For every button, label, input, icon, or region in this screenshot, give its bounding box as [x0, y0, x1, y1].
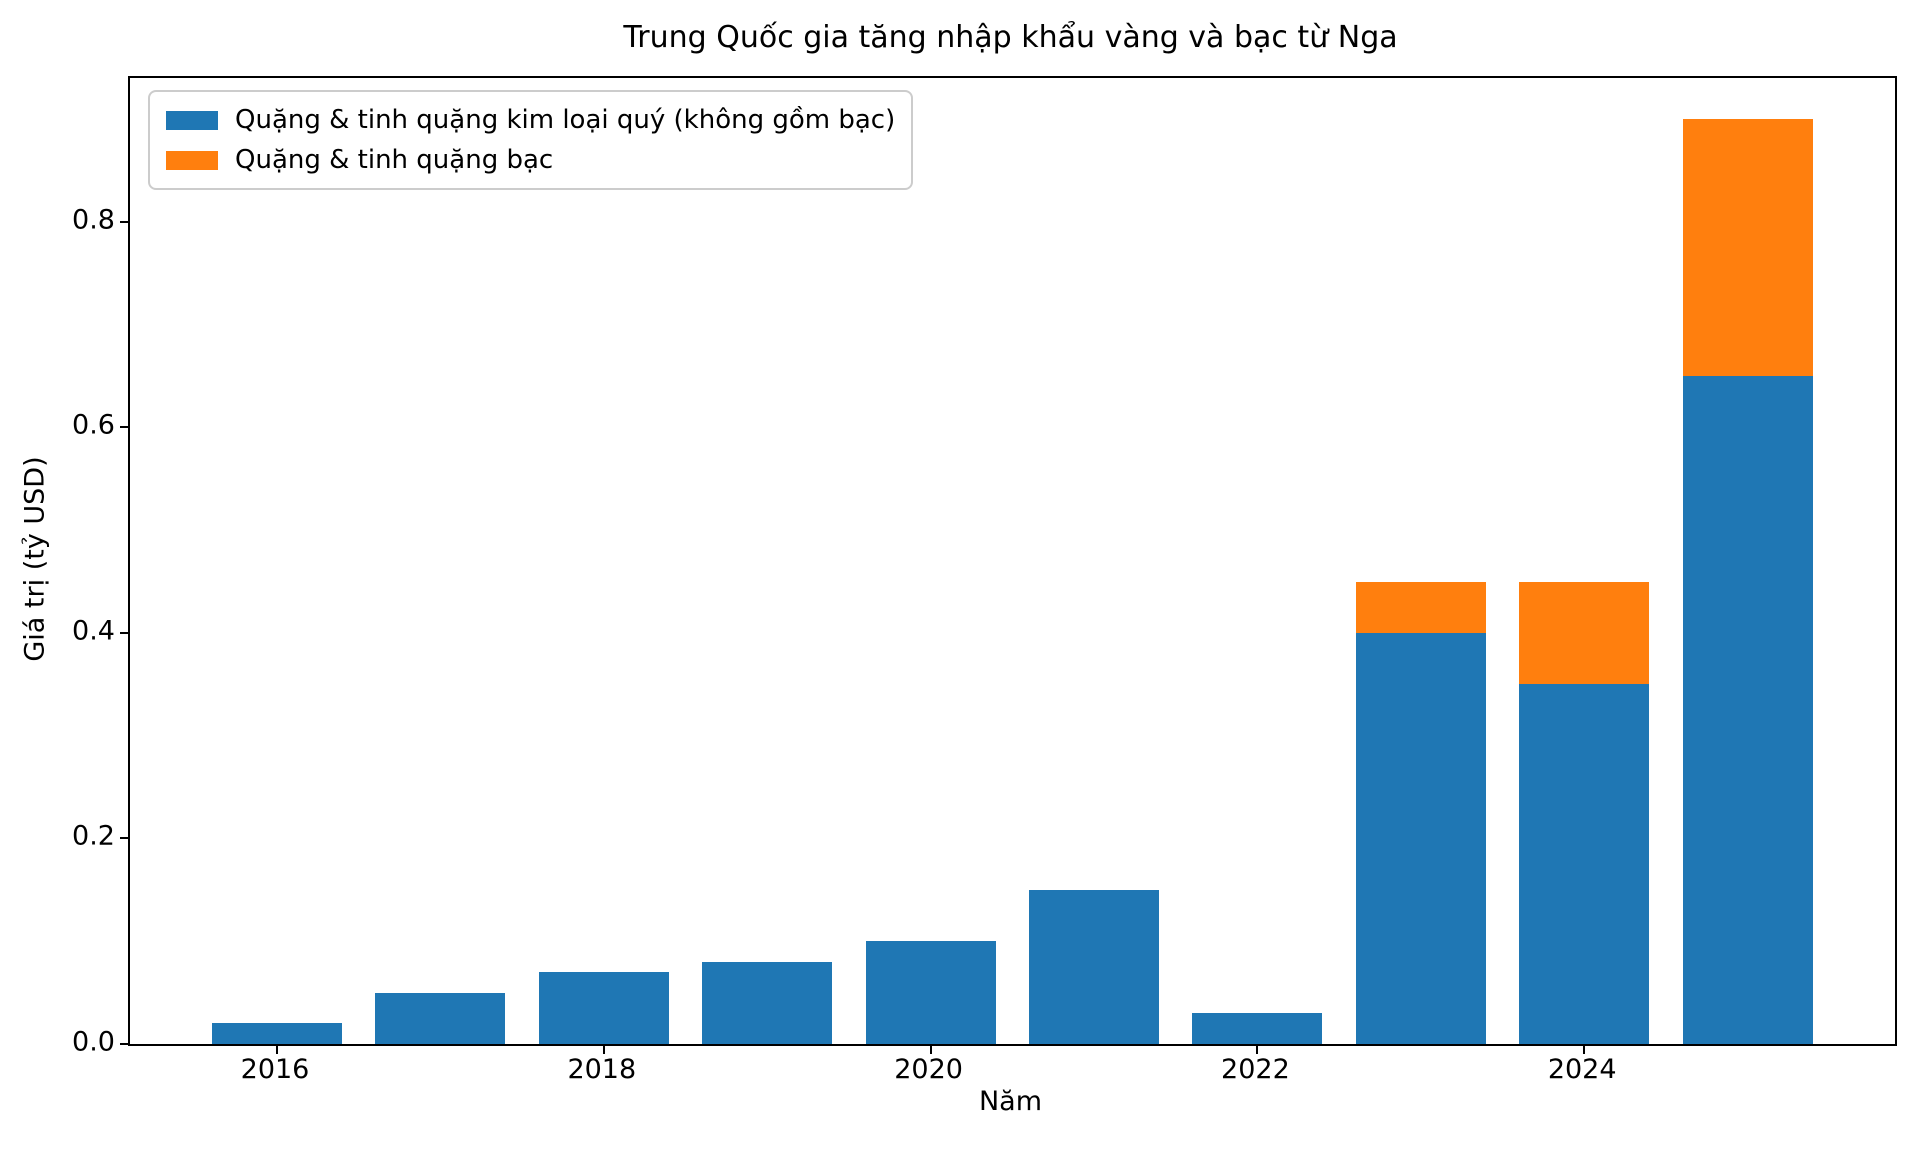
y-tick-label-0.8: 0.8 [72, 204, 115, 236]
bar-segment-2025 [1682, 376, 1813, 1044]
chart-title: Trung Quốc gia tăng nhập khẩu vàng và bạ… [623, 20, 1398, 55]
legend-swatch-icon [166, 110, 218, 130]
bar-segment-2023 [1355, 632, 1486, 1044]
x-tick-mark-2020 [929, 1044, 932, 1054]
bar-2021 [1029, 889, 1159, 1044]
bar-segment-2019 [702, 961, 833, 1044]
y-tick-label-0.4: 0.4 [72, 615, 115, 647]
legend-label-0: Quặng & tinh quặng kim loại quý (không g… [235, 105, 896, 135]
bar-segment-2025 [1682, 119, 1813, 377]
legend: Quặng & tinh quặng kim loại quý (không g… [148, 90, 914, 190]
bar-segment-2024 [1519, 684, 1650, 1044]
bar-2020 [865, 941, 996, 1044]
bar-segment-2021 [1029, 889, 1159, 1044]
y-tick-mark-0.2 [120, 837, 130, 840]
y-tick-label-0.2: 0.2 [72, 820, 115, 852]
x-tick-label-2018: 2018 [567, 1054, 637, 1085]
legend-swatch-icon [166, 150, 218, 170]
bar-segment-2023 [1355, 581, 1486, 633]
y-tick-mark-0.8 [120, 220, 130, 223]
bar-segment-2024 [1519, 581, 1650, 685]
y-axis-label: Giá trị (tỷ USD) [19, 456, 51, 662]
x-tick-label-2024: 2024 [1547, 1054, 1617, 1085]
legend-label-1: Quặng & tinh quặng bạc [235, 145, 554, 175]
legend-row-0: Quặng & tinh quặng kim loại quý (không g… [166, 100, 895, 140]
bar-segment-2017 [375, 992, 506, 1044]
x-tick-mark-2016 [276, 1044, 278, 1054]
bar-2022 [1192, 1013, 1323, 1044]
legend-row-1: Quặng & tinh quặng bạc [166, 140, 895, 180]
bar-2025 [1682, 119, 1813, 1044]
plot-area: Quặng & tinh quặng kim loại quý (không g… [120, 76, 1897, 1054]
bar-2016 [212, 1023, 342, 1044]
y-tick-mark-0.4 [120, 631, 130, 634]
bar-segment-2020 [865, 941, 996, 1044]
y-tick-mark-0.6 [120, 426, 130, 429]
x-tick-mark-2022 [1256, 1044, 1259, 1054]
x-tick-label-2016: 2016 [240, 1054, 310, 1085]
bar-segment-2022 [1192, 1013, 1323, 1044]
bar-2018 [538, 972, 669, 1044]
y-tick-label-0.0: 0.0 [72, 1026, 115, 1058]
bar-2023 [1355, 581, 1486, 1044]
y-tick-label-0.6: 0.6 [72, 409, 115, 441]
bar-2024 [1519, 581, 1650, 1044]
bar-2019 [702, 961, 833, 1044]
bar-segment-2018 [538, 972, 669, 1044]
x-axis-label: Năm [978, 1086, 1043, 1117]
x-tick-mark-2024 [1583, 1044, 1586, 1054]
x-tick-label-2022: 2022 [1221, 1054, 1290, 1085]
y-tick-mark-0.0 [120, 1043, 130, 1045]
bar-2017 [375, 992, 506, 1044]
x-tick-label-2020: 2020 [894, 1054, 963, 1085]
x-tick-mark-2018 [602, 1044, 605, 1054]
bar-segment-2016 [212, 1023, 342, 1044]
